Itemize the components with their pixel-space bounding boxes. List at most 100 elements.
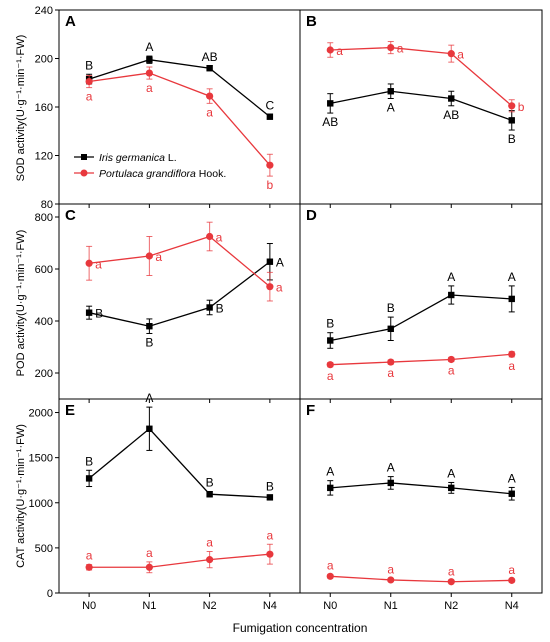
panel-f-series-1-point-2 <box>447 578 455 586</box>
panel-e-series-0-sig-0: B <box>85 454 93 468</box>
pod-axis-title: POD activity(U·g⁻¹·min⁻¹·FW) <box>15 230 27 377</box>
panel-e-series-1-line <box>89 553 270 568</box>
panel-e-series-1-point-2 <box>206 556 214 564</box>
panel-c-series-1-point-3 <box>266 283 274 291</box>
panel-f-series-0-point-3 <box>508 490 515 497</box>
panel-c-ytick-label-3: 800 <box>35 212 53 224</box>
panel-b-series-1-point-0 <box>326 46 334 54</box>
panel-f-series-0-sig-0: A <box>326 465 334 479</box>
panel-a-series-1-point-1 <box>145 69 153 77</box>
panel-f-series-1-point-1 <box>387 576 395 584</box>
panel-e-series-1-sig-1: a <box>146 546 153 560</box>
panel-a-series-1-sig-2: a <box>206 105 213 119</box>
panel-e-series-1-sig-3: a <box>267 528 274 542</box>
panel-e-series-0-sig-1: A <box>145 391 153 405</box>
panel-f-frame <box>299 398 543 594</box>
panel-d-series-1-sig-1: a <box>387 366 394 380</box>
legend-italic-iris: Iris germanica <box>99 152 165 164</box>
panel-f-xtick-label-3: N4 <box>505 600 519 612</box>
panel-b-series-1-sig-1: a <box>397 42 404 56</box>
panel-e-series-0-line <box>88 427 270 499</box>
panel-d-series-0-sig-3: A <box>508 270 516 284</box>
panel-c-series-0-point-3 <box>266 258 274 265</box>
panel-a-series-0-sig-1: A <box>145 40 153 54</box>
panel-d-series-0-line <box>330 294 512 342</box>
panel-c-series-1-line <box>89 235 271 288</box>
panel-f-series-0-sig-2: A <box>447 466 455 480</box>
cat-axis-title: CAT activity(U·g⁻¹·min⁻¹·FW) <box>15 424 27 568</box>
panel-e-series-1-point-1 <box>145 563 153 571</box>
panel-d-series-1-sig-2: a <box>448 364 455 378</box>
panel-a-ytick-label-0: 80 <box>41 199 53 211</box>
panel-a-ytick-label-2: 160 <box>35 102 53 114</box>
panel-c-ytick-label-2: 600 <box>35 264 53 276</box>
panel-c-series-0-sig-0: B <box>95 307 103 321</box>
panel-a-series-0-point-3 <box>266 113 274 120</box>
panel-d-label: D <box>306 207 317 224</box>
panel-d-series-1-point-1 <box>387 358 395 366</box>
panel-d-series-1-point-2 <box>447 355 455 364</box>
panel-f-series-1-sig-1: a <box>387 563 394 577</box>
panel-f-series-0-point-1 <box>387 479 394 487</box>
panel-b-series-1-point-3 <box>508 102 516 110</box>
panel-d-series-1-point-0 <box>326 361 334 369</box>
panel-b-series-1-sig-3: b <box>518 100 525 114</box>
legend-marker-iris <box>81 154 87 160</box>
panel-d-frame <box>299 203 543 400</box>
panel-e-series-0-point-3 <box>266 494 274 501</box>
panel-c-series-0-point-1 <box>146 323 153 330</box>
panel-c-series-0-line <box>88 261 271 327</box>
panel-d-series-1-sig-0: a <box>327 369 334 383</box>
panel-f-xtick-label-2: N2 <box>444 600 458 612</box>
panel-b-series-0-point-3 <box>508 117 515 124</box>
panel-b-series-0-point-1 <box>387 88 394 95</box>
panel-a-series-1-point-2 <box>206 92 214 100</box>
legend-rest-portulaca: Hook. <box>196 168 226 180</box>
panel-c-series-1-point-1 <box>145 252 153 260</box>
panel-a-series-1-line <box>89 72 271 166</box>
panel-b-series-0-point-0 <box>327 100 334 107</box>
panel-a-series-0-sig-3: C <box>266 98 275 112</box>
panel-e-series-0-point-1 <box>146 425 153 432</box>
panel-a-series-0-point-1 <box>146 56 153 63</box>
panel-d-series-0-sig-1: B <box>387 301 395 315</box>
panel-d-series-0-point-3 <box>508 295 515 303</box>
panel-e-xtick-label-3: N4 <box>263 600 277 612</box>
panel-b-series-0-sig-3: B <box>508 132 516 146</box>
panel-b-series-1-sig-0: a <box>336 44 343 58</box>
panel-c-frame <box>58 203 301 400</box>
panel-d-series-1-sig-3: a <box>508 359 515 373</box>
panel-a-series-1-point-3 <box>266 161 274 169</box>
panel-d-series-0-sig-0: B <box>326 317 334 331</box>
panel-a-series-1-point-0 <box>85 77 93 86</box>
panel-c-ytick-label-0: 200 <box>35 368 53 380</box>
panel-f-series-0-sig-1: A <box>387 461 395 475</box>
legend-italic-portulaca: Portulaca grandiflora <box>99 168 196 180</box>
legend-rest-iris: L. <box>165 152 177 164</box>
panel-e-xtick-label-1: N1 <box>142 600 156 612</box>
panel-f-series-1-line <box>330 575 512 583</box>
panel-b-series-0-sig-0: AB <box>322 115 338 129</box>
panel-e-ytick-label-3: 1500 <box>29 453 53 465</box>
panel-c-series-1-point-0 <box>85 259 93 267</box>
panel-e-label: E <box>65 402 75 419</box>
panel-f-xtick-label-0: N0 <box>323 600 337 612</box>
panel-e-series-0-sig-2: B <box>206 475 214 489</box>
panel-a-ytick-label-4: 240 <box>35 5 53 17</box>
panel-e-ytick-label-0: 0 <box>47 588 53 600</box>
panel-c-series-0-sig-2: B <box>216 301 224 315</box>
panel-a-series-1-sig-1: a <box>146 81 153 95</box>
panel-f-series-0-line <box>330 482 512 495</box>
panel-c-series-0-point-0 <box>85 309 93 316</box>
panel-f-series-1-sig-0: a <box>327 559 334 573</box>
panel-b-series-0-line <box>330 90 512 121</box>
panel-f-series-1-sig-2: a <box>448 564 455 578</box>
panel-e-series-1-sig-0: a <box>86 549 93 563</box>
panel-e-series-1-point-3 <box>266 550 274 558</box>
panel-a-series-0-line <box>88 59 271 118</box>
sod-axis-title: SOD activity(U·g⁻¹·min⁻¹·FW) <box>15 35 27 182</box>
panel-f-label: F <box>306 402 315 419</box>
x-axis-title: Fumigation concentration <box>233 621 368 635</box>
